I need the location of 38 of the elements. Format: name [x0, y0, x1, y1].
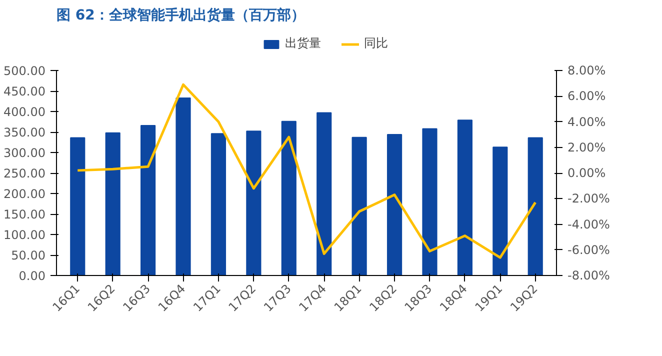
bar — [492, 146, 508, 276]
y2-tick-label: 8.00% — [568, 64, 606, 78]
bar — [316, 112, 332, 276]
y-tick-label: 300.00 — [4, 146, 46, 160]
y2-tick-label: 2.00% — [568, 140, 606, 154]
y2-tick-label: -4.00% — [568, 217, 610, 232]
bar — [210, 133, 226, 276]
y2-tick-label: 0.00% — [568, 166, 606, 180]
y-tick-label: 150.00 — [4, 208, 46, 222]
bar — [281, 120, 296, 276]
y2-tick-label: -6.00% — [568, 242, 610, 257]
y-tick-label: 50.00 — [11, 248, 46, 262]
bar — [528, 137, 543, 276]
y2-tick-label: 4.00% — [568, 114, 606, 129]
legend-label: 同比 — [364, 35, 388, 52]
y-tick-label: 500.00 — [4, 64, 46, 78]
legend-label: 出货量 — [285, 35, 321, 52]
bar — [140, 124, 156, 276]
bar — [457, 120, 472, 276]
y-tick-label: 350.00 — [4, 126, 46, 140]
y-tick-label: 0.00 — [18, 269, 46, 283]
chart-title: 图 62：全球智能手机出货量（百万部） — [56, 6, 305, 24]
bar — [352, 136, 367, 276]
y-tick-label: 200.00 — [4, 187, 46, 201]
y2-tick-label: -2.00% — [568, 192, 610, 206]
bar — [105, 132, 120, 276]
y2-tick-label: -8.00% — [568, 268, 610, 282]
y2-tick-label: 6.00% — [568, 89, 606, 104]
bar — [386, 134, 402, 276]
bar — [176, 97, 191, 276]
line-series — [76, 83, 537, 259]
bar — [422, 128, 438, 276]
bar — [246, 130, 262, 276]
bar — [70, 137, 86, 276]
y-tick-label: 100.00 — [4, 228, 46, 242]
y-tick-label: 400.00 — [4, 105, 46, 119]
y-tick-label: 250.00 — [4, 166, 46, 180]
y-tick-label: 450.00 — [4, 84, 46, 98]
